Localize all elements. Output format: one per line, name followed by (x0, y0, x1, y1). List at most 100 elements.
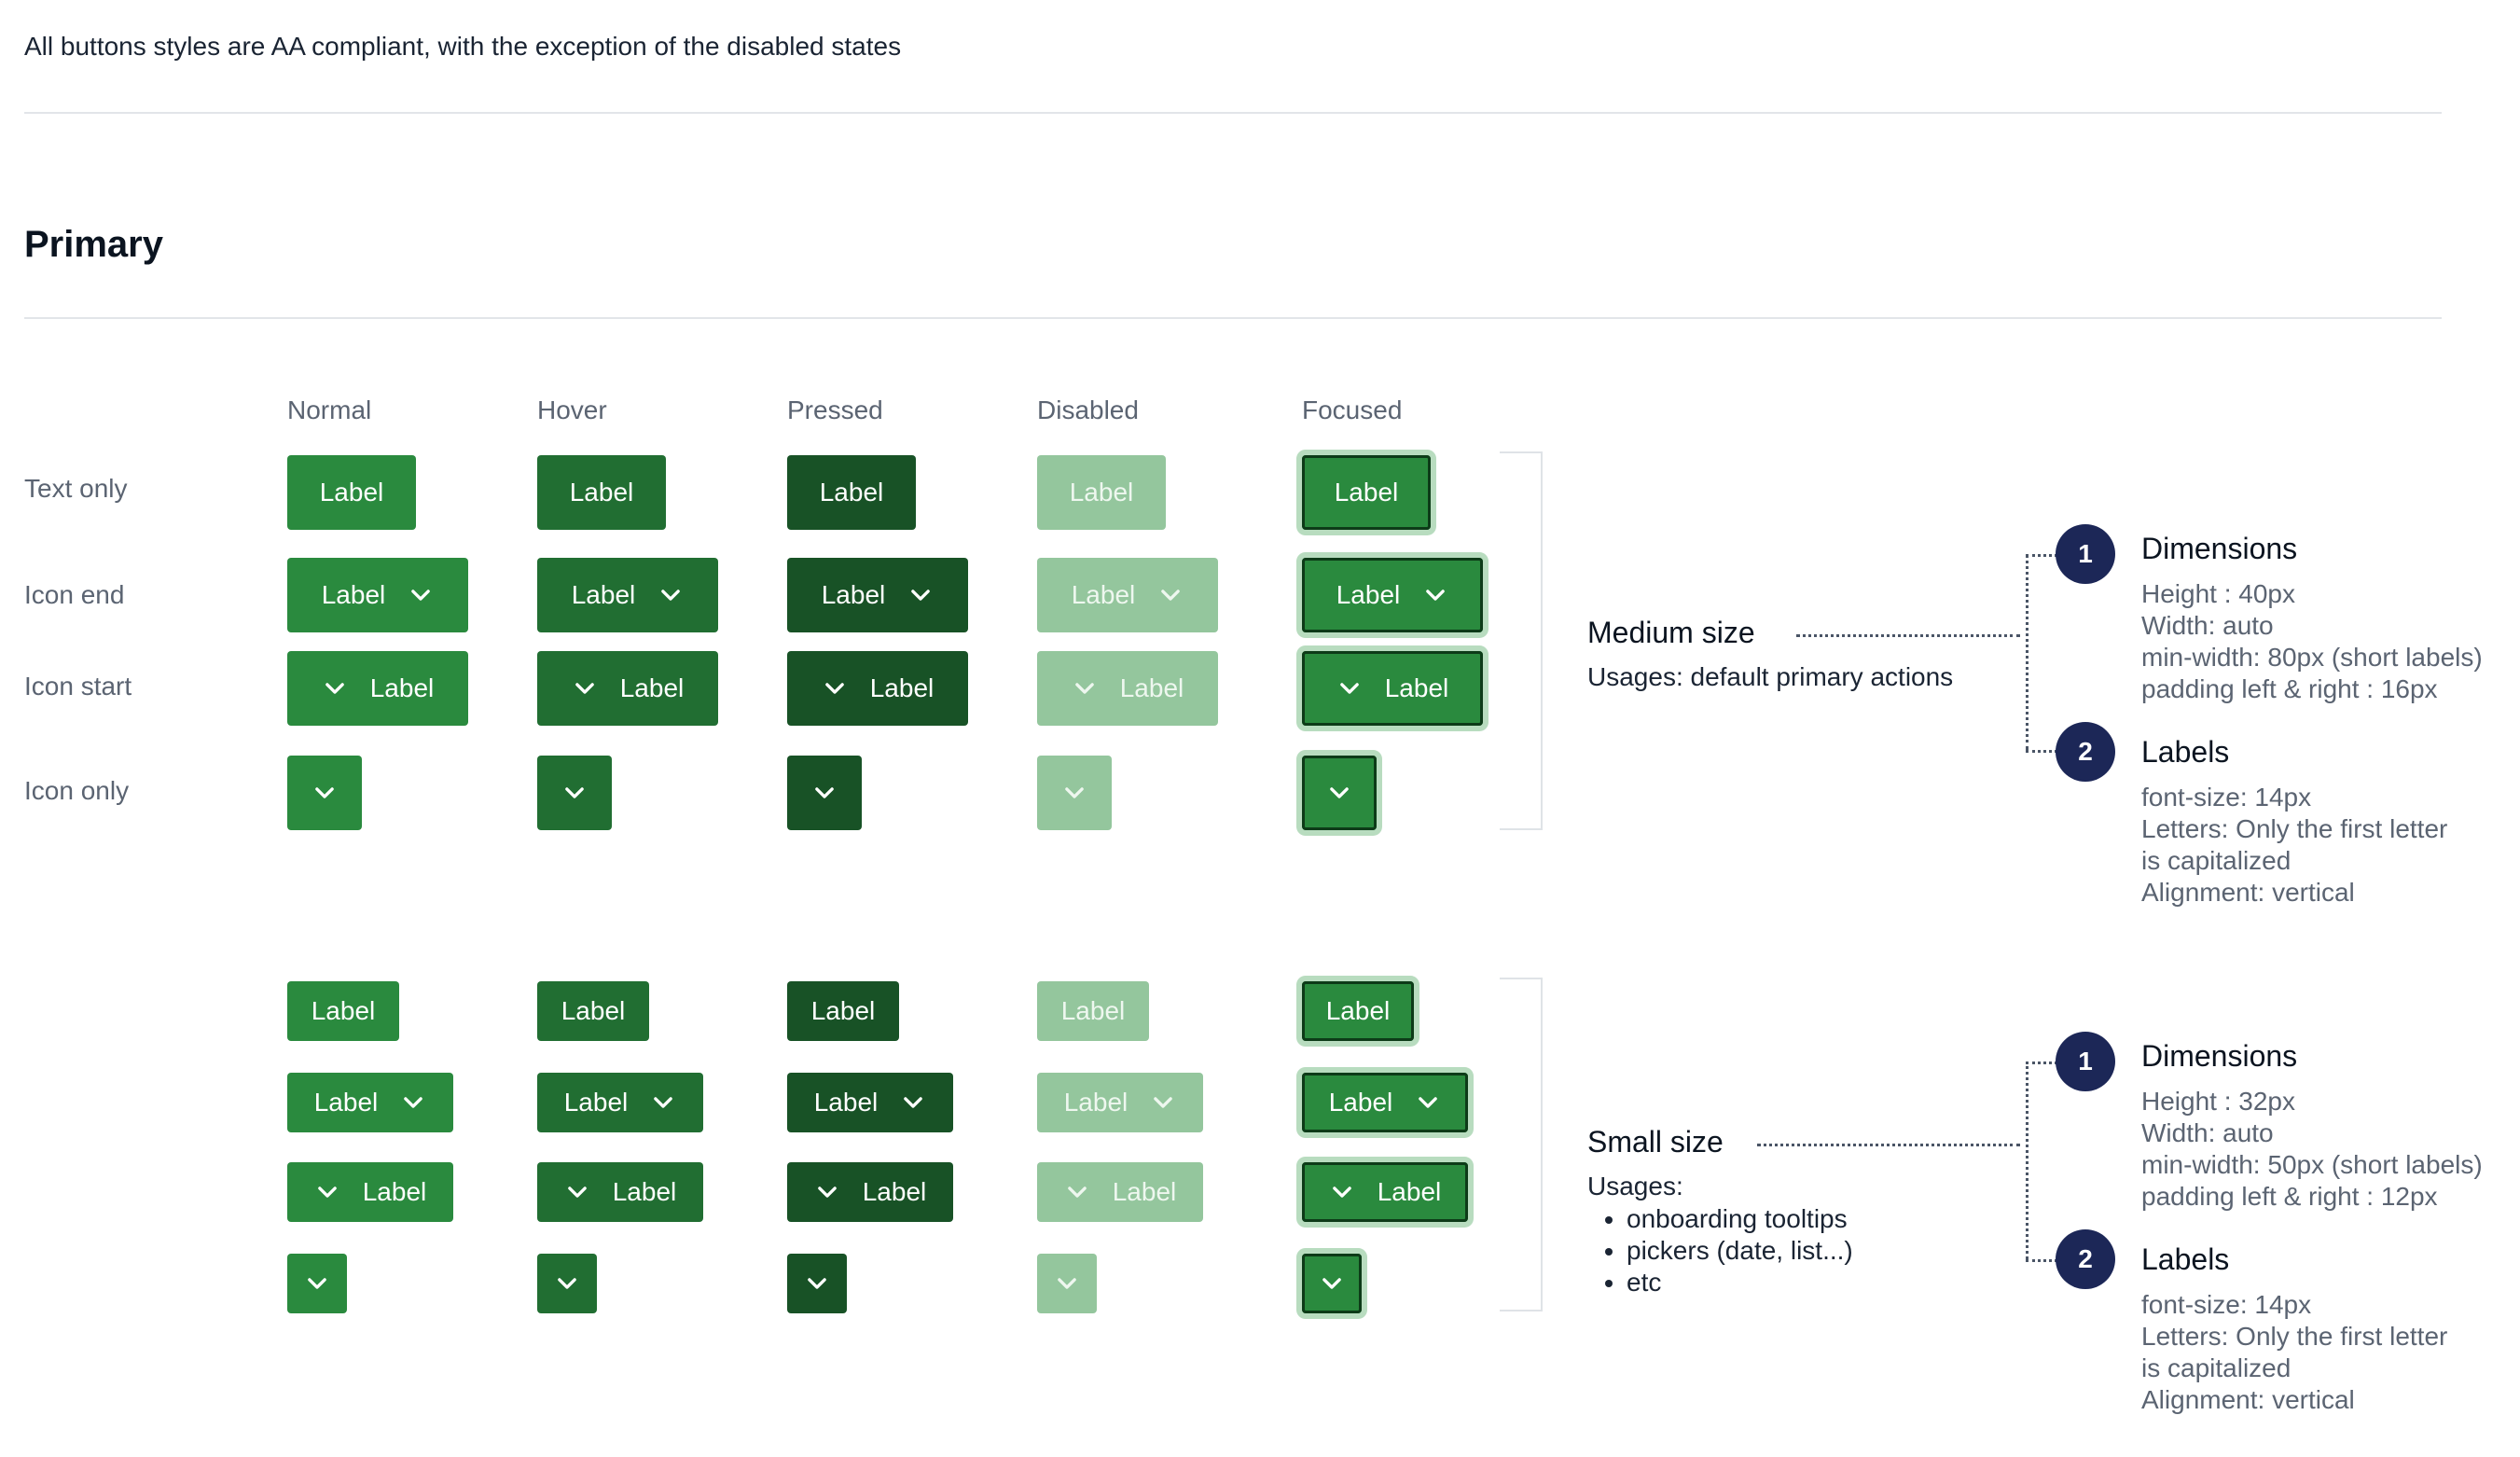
medium-end-normal-button[interactable]: Label (287, 558, 468, 632)
chevron-down-icon (314, 1179, 340, 1205)
small-text-pressed-button[interactable]: Label (787, 981, 899, 1041)
small-icon-pressed-button[interactable] (787, 1254, 847, 1313)
chevron-down-icon (564, 1179, 590, 1205)
column-header-focused: Focused (1302, 395, 1403, 424)
medium-icon-hover-button[interactable] (537, 756, 612, 830)
chevron-down-icon (814, 1179, 840, 1205)
button-label: Label (1069, 478, 1134, 506)
small-start-hover-button[interactable]: Label (537, 1162, 703, 1222)
number-badge: 1 (2056, 524, 2115, 584)
spec-line: is capitalized (2141, 1353, 2292, 1382)
small-text-disabled-button[interactable]: Label (1037, 981, 1149, 1041)
button-label: Label (563, 1088, 629, 1117)
medium-text-hover-button[interactable]: Label (537, 455, 666, 530)
medium-icon-pressed-button[interactable] (787, 756, 862, 830)
spec-line: padding left & right : 12px (2141, 1182, 2438, 1211)
chevron-down-icon (822, 675, 848, 701)
small-start-pressed-button[interactable]: Label (787, 1162, 953, 1222)
small-text-normal-button[interactable]: Label (287, 981, 399, 1041)
medium-text-disabled-button[interactable]: Label (1037, 455, 1166, 530)
medium-start-pressed-button[interactable]: Label (787, 651, 968, 726)
medium-start-normal-button[interactable]: Label (287, 651, 468, 726)
row-header-icon-end: Icon end (24, 580, 125, 609)
medium-text-normal-button[interactable]: Label (287, 455, 416, 530)
medium-text-pressed-button[interactable]: Label (787, 455, 916, 530)
chevron-down-icon (1157, 582, 1184, 608)
spec-line: Height : 32px (2141, 1087, 2295, 1116)
spec-line: Alignment: vertical (2141, 1385, 2355, 1414)
medium-bracket (1500, 451, 1543, 830)
spec-line: min-width: 50px (short labels) (2141, 1150, 2483, 1179)
connector (2026, 1062, 2028, 1259)
chevron-down-icon (1329, 1179, 1355, 1205)
medium-end-disabled-button[interactable]: Label (1037, 558, 1218, 632)
button-label: Label (1071, 580, 1136, 609)
button-label: Label (1336, 580, 1401, 609)
small-start-disabled-button[interactable]: Label (1037, 1162, 1203, 1222)
small-text-hover-button[interactable]: Label (537, 981, 649, 1041)
small-end-hover-button[interactable]: Label (537, 1073, 703, 1132)
spec-line: font-size: 14px (2141, 1290, 2312, 1319)
connector (2026, 554, 2057, 557)
chevron-down-icon (561, 780, 588, 806)
chevron-down-icon (1064, 1179, 1090, 1205)
small-text-focused-button[interactable]: Label (1302, 981, 1414, 1041)
button-label: Label (1063, 1088, 1128, 1117)
divider (24, 112, 2442, 114)
medium-end-hover-button[interactable]: Label (537, 558, 718, 632)
spec-line: Width: auto (2141, 1118, 2274, 1147)
medium-icon-normal-button[interactable] (287, 756, 362, 830)
medium-icon-disabled-button[interactable] (1037, 756, 1112, 830)
spec-line: min-width: 80px (short labels) (2141, 643, 2483, 672)
button-label: Label (369, 673, 435, 702)
button-label: Label (612, 1177, 677, 1206)
medium-start-focused-button[interactable]: Label (1302, 651, 1483, 726)
list-item: pickers (date, list...) (1627, 1235, 1853, 1267)
column-header-hover: Hover (537, 395, 607, 424)
intro-text: All buttons styles are AA compliant, wit… (24, 32, 902, 61)
spec-line: Height : 40px (2141, 579, 2295, 608)
chevron-down-icon (1061, 780, 1087, 806)
button-label: Label (869, 673, 935, 702)
medium-text-focused-button[interactable]: Label (1302, 455, 1431, 530)
small-labels-title: Labels (2141, 1242, 2230, 1276)
chevron-down-icon (1072, 675, 1098, 701)
chevron-down-icon (572, 675, 598, 701)
chevron-down-icon (1319, 1270, 1345, 1297)
medium-labels-title: Labels (2141, 735, 2230, 769)
small-end-focused-button[interactable]: Label (1302, 1073, 1468, 1132)
medium-end-focused-button[interactable]: Label (1302, 558, 1483, 632)
small-icon-normal-button[interactable] (287, 1254, 347, 1313)
small-labels-lines: font-size: 14px Letters: Only the first … (2141, 1289, 2447, 1416)
row-header-text-only: Text only (24, 474, 128, 503)
small-start-normal-button[interactable]: Label (287, 1162, 453, 1222)
small-icon-focused-button[interactable] (1302, 1254, 1362, 1313)
medium-icon-focused-button[interactable] (1302, 756, 1377, 830)
small-end-normal-button[interactable]: Label (287, 1073, 453, 1132)
small-bracket (1500, 978, 1543, 1311)
number-badge: 2 (2056, 1229, 2115, 1289)
button-label: Label (819, 478, 884, 506)
connector (1757, 1144, 2020, 1146)
medium-end-pressed-button[interactable]: Label (787, 558, 968, 632)
button-label: Label (1384, 673, 1449, 702)
number-badge: 1 (2056, 1032, 2115, 1091)
button-label: Label (1328, 1088, 1393, 1117)
medium-labels-lines: font-size: 14px Letters: Only the first … (2141, 782, 2447, 909)
small-usage: Usages: (1587, 1172, 1683, 1200)
small-icon-disabled-button[interactable] (1037, 1254, 1097, 1313)
column-header-pressed: Pressed (787, 395, 883, 424)
small-end-disabled-button[interactable]: Label (1037, 1073, 1203, 1132)
chevron-down-icon (1422, 582, 1448, 608)
medium-start-disabled-button[interactable]: Label (1037, 651, 1218, 726)
small-usage-list: onboarding tooltips pickers (date, list.… (1587, 1203, 1853, 1298)
button-label: Label (561, 996, 626, 1025)
small-end-pressed-button[interactable]: Label (787, 1073, 953, 1132)
spec-line: is capitalized (2141, 846, 2292, 875)
chevron-down-icon (658, 582, 684, 608)
button-label: Label (1112, 1177, 1177, 1206)
chevron-down-icon (554, 1270, 580, 1297)
small-icon-hover-button[interactable] (537, 1254, 597, 1313)
small-start-focused-button[interactable]: Label (1302, 1162, 1468, 1222)
medium-start-hover-button[interactable]: Label (537, 651, 718, 726)
